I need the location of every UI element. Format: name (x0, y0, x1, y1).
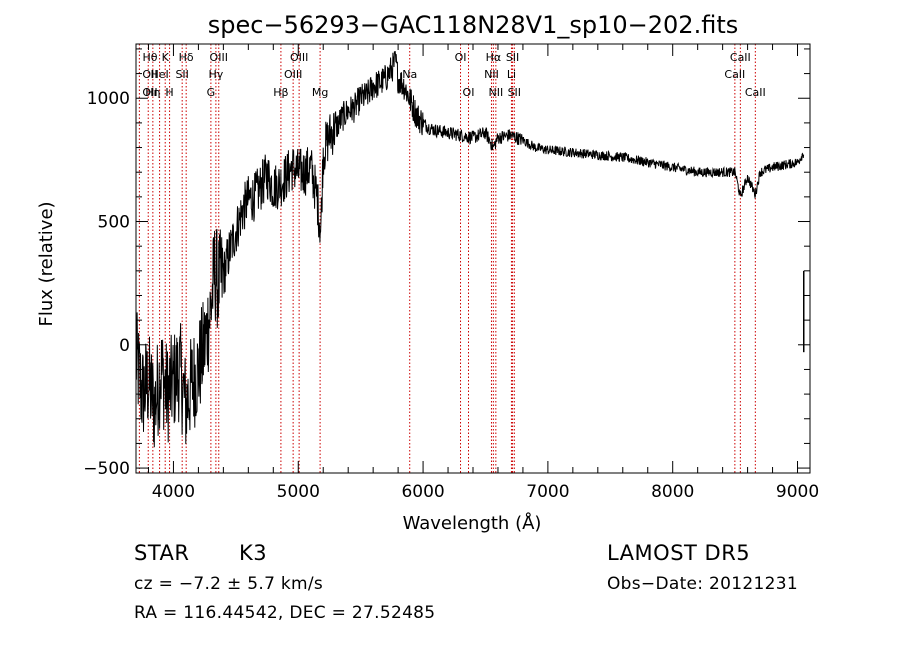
line-marker-label: Na (402, 68, 417, 81)
line-marker-label: OI (463, 86, 475, 99)
x-axis-label: Wavelength (Å) (403, 512, 542, 534)
line-marker-label: Hγ (208, 68, 223, 81)
survey-name: LAMOST DR5 (607, 541, 751, 565)
y-tick-label: −500 (83, 459, 130, 479)
line-marker-label: Hη (145, 86, 160, 99)
line-marker-label: Hδ (179, 51, 194, 64)
line-marker-label: NII (488, 86, 503, 99)
x-tick-label: 9000 (776, 482, 819, 502)
line-marker-label: H (165, 86, 173, 99)
line-marker-label: OII (142, 86, 157, 99)
spectrum-line (135, 50, 805, 448)
line-marker-label: SII (175, 68, 188, 81)
spectrum-series (135, 50, 805, 448)
line-marker-label: Hβ (273, 86, 288, 99)
line-marker-label: NII (484, 68, 499, 81)
line-marker-label: G (207, 86, 216, 99)
line-marker-label: HeI (150, 68, 168, 81)
line-marker-label: CaII (730, 51, 751, 64)
line-marker-label: OI (455, 51, 467, 64)
line-marker-label: K (162, 51, 170, 64)
axis-ticks: 4000 5000 6000 7000 8000 9000 −500 0 500 1000 (83, 44, 819, 502)
line-marker-label: CaII (745, 86, 766, 99)
sky-coordinates: RA = 116.44542, DEC = 27.52485 (134, 603, 436, 623)
line-marker-label: SII (508, 86, 521, 99)
y-tick-label: 500 (98, 213, 130, 233)
line-marker-label: OIII (290, 51, 308, 64)
y-tick-label: 1000 (87, 89, 130, 109)
line-marker-label: OIII (210, 51, 228, 64)
plot-frame (135, 43, 811, 474)
line-marker-label: OIII (284, 68, 302, 81)
line-marker-label: Hα (486, 51, 502, 64)
x-tick-label: 7000 (526, 482, 569, 502)
line-marker-label: Mg (312, 86, 328, 99)
line-marker-label: OII (142, 68, 157, 81)
spectral-subclass: K3 (239, 541, 268, 565)
line-marker-label: Hθ (142, 51, 157, 64)
plot-axes (135, 43, 811, 474)
chart-title: spec−56293−GAC118N28V1_sp10−202.fits (208, 11, 738, 39)
object-class-label: STAR (134, 541, 190, 565)
x-tick-label: 6000 (401, 482, 444, 502)
observation-date: Obs−Date: 20121231 (607, 574, 798, 594)
x-tick-label: 4000 (152, 482, 195, 502)
y-axis-label: Flux (relative) (36, 201, 57, 326)
x-tick-label: 5000 (277, 482, 320, 502)
y-tick-label: 0 (119, 336, 130, 356)
x-tick-label: 8000 (651, 482, 694, 502)
redshift-velocity: cz = −7.2 ± 5.7 km/s (134, 574, 324, 594)
line-marker-label: Li (507, 68, 516, 81)
line-marker-label: CaII (724, 68, 745, 81)
line-marker-label: SII (506, 51, 519, 64)
